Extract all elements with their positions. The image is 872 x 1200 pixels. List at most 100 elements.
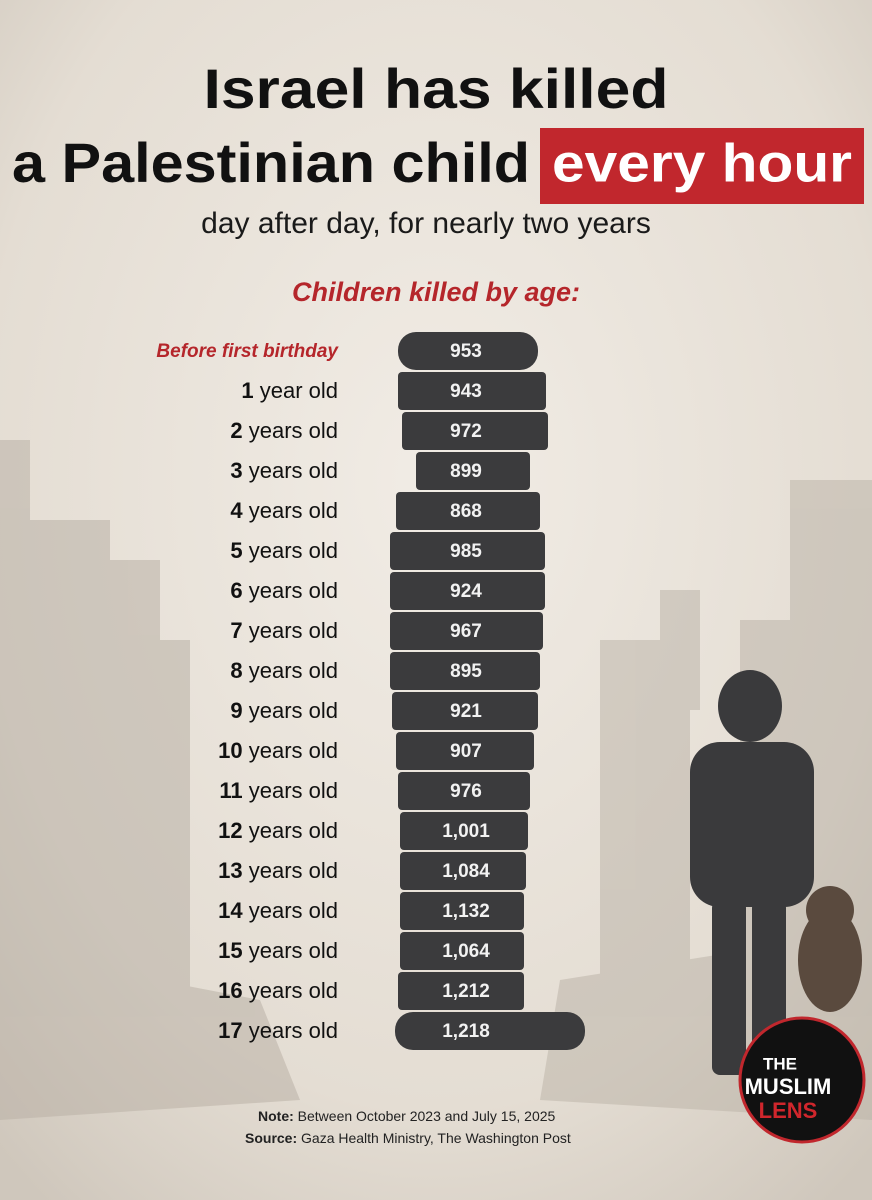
silhouette-segment: [396, 732, 534, 770]
age-unit: years old: [249, 538, 338, 563]
count: 1,001: [442, 821, 490, 842]
count: 953: [450, 341, 482, 362]
age-label: 11 years old: [219, 778, 338, 803]
highlight-box: [540, 128, 864, 204]
count: 1,218: [442, 1021, 490, 1042]
count: 924: [450, 581, 482, 602]
age-number: 14: [218, 898, 243, 923]
count: 972: [450, 421, 482, 442]
silhouette-segment: [390, 572, 545, 610]
ruins-left: [0, 440, 300, 1120]
count: 985: [450, 541, 482, 562]
age-unit: years old: [249, 938, 338, 963]
age-label: 1 year old: [241, 378, 338, 403]
age-label: 13 years old: [218, 858, 338, 883]
age-unit: years old: [249, 578, 338, 603]
count: 943: [450, 381, 482, 402]
age-label: 5 years old: [230, 538, 338, 563]
source-text: Gaza Health Ministry, The Washington Pos…: [301, 1130, 571, 1146]
count: 1,132: [442, 901, 490, 922]
count: 899: [450, 461, 482, 482]
age-number: 5: [230, 538, 242, 563]
age-label: 3 years old: [230, 458, 338, 483]
count: 921: [450, 701, 482, 722]
age-label: 16 years old: [218, 978, 338, 1003]
age-label: 12 years old: [218, 818, 338, 843]
age-unit: years old: [249, 898, 338, 923]
logo: [738, 1016, 866, 1144]
age-unit: years old: [249, 698, 338, 723]
silhouette-segment: [400, 932, 524, 970]
age-number: 1: [241, 378, 253, 403]
subtitle: day after day, for nearly two years: [201, 207, 651, 240]
age-number: 2: [230, 418, 242, 443]
age-label: 10 years old: [218, 738, 338, 763]
logo-text: THE: [763, 1054, 797, 1073]
note: Note: Between October 2023 and July 15, …: [258, 1108, 556, 1124]
silhouette-segment: [398, 972, 524, 1010]
age-number: 17: [218, 1018, 242, 1043]
silhouette-segment: [400, 892, 524, 930]
age-label: 9 years old: [230, 698, 338, 723]
age-label: Before first birthday: [156, 341, 339, 362]
age-label: 4 years old: [230, 498, 338, 523]
age-unit: years old: [249, 818, 338, 843]
title: Israel has killed: [204, 57, 669, 120]
silhouette-segment: [400, 812, 528, 850]
age-number: 10: [218, 738, 242, 763]
count: 976: [450, 781, 482, 802]
age-number: 12: [218, 818, 242, 843]
age-label: 8 years old: [230, 658, 338, 683]
age-number: 9: [230, 698, 242, 723]
ruins-right: [540, 480, 872, 1120]
highlight: every hour: [552, 133, 852, 193]
count: 967: [450, 621, 482, 642]
silhouette-segment: [398, 772, 530, 810]
silhouette-segment: [416, 452, 530, 490]
age-label: 17 years old: [218, 1018, 338, 1043]
note-label: Note:: [258, 1108, 294, 1124]
age-unit: years old: [249, 978, 338, 1003]
age-unit: years old: [249, 858, 338, 883]
logo-text: LENS: [759, 1098, 818, 1123]
age-label: 6 years old: [230, 578, 338, 603]
age-unit: years old: [249, 418, 338, 443]
source: Source: Gaza Health Ministry, The Washin…: [245, 1130, 571, 1146]
count: 868: [450, 501, 482, 522]
silhouette-segment: [396, 492, 540, 530]
title: a Palestinian child: [12, 131, 530, 194]
age-number: 7: [230, 618, 242, 643]
age-unit: years old: [249, 1018, 338, 1043]
count: 1,064: [442, 941, 490, 962]
silhouette-segment: [398, 332, 538, 370]
age-unit: years old: [249, 778, 338, 803]
age-number: 8: [230, 658, 242, 683]
age-unit: years old: [249, 618, 338, 643]
child-figure: [690, 670, 862, 1075]
silhouette-segment: [390, 612, 543, 650]
age-unit: years old: [249, 738, 338, 763]
count: 907: [450, 741, 482, 762]
source-label: Source:: [245, 1130, 297, 1146]
count: 1,212: [442, 981, 490, 1002]
age-label: 14 years old: [218, 898, 338, 923]
age-unit: years old: [249, 458, 338, 483]
age-unit: years old: [249, 498, 338, 523]
age-unit: years old: [249, 658, 338, 683]
count: 895: [450, 661, 482, 682]
silhouette-segment: [390, 652, 540, 690]
age-number: 16: [218, 978, 242, 1003]
section-title: Children killed by age:: [292, 277, 580, 307]
silhouette-segment: [395, 1012, 585, 1050]
silhouette-segment: [398, 372, 546, 410]
age-number: 15: [218, 938, 242, 963]
age-label: 15 years old: [218, 938, 338, 963]
silhouette-segment: [400, 852, 526, 890]
age-label: 2 years old: [230, 418, 338, 443]
age-number: 13: [218, 858, 242, 883]
age-number: 11: [219, 778, 242, 803]
age-number: 3: [230, 458, 242, 483]
